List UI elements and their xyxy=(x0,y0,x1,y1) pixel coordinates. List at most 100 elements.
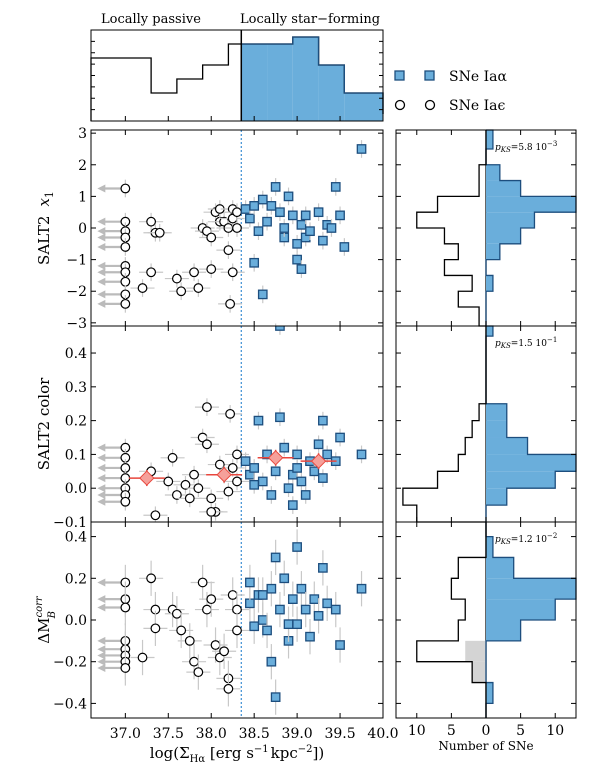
ylabel-x1: SALT2 x1 xyxy=(35,191,56,265)
y-tick-label: −0.1 xyxy=(53,515,87,531)
x-tick-label: 37.0 xyxy=(110,726,141,742)
hist-shaded-bar xyxy=(472,661,486,683)
alpha-point xyxy=(257,289,268,300)
upper-limit-arrow-head xyxy=(97,227,106,236)
alpha-point xyxy=(296,476,307,487)
ylabel-dmb-sup: corr xyxy=(34,595,45,617)
upper-limit-arrow-head xyxy=(97,453,106,462)
alpha-point xyxy=(292,619,302,630)
y-tick-label: 1 xyxy=(78,189,87,205)
epsilon-point xyxy=(206,232,217,243)
alpha-point xyxy=(287,500,298,510)
epsilon-point xyxy=(120,496,131,507)
epsilon-point xyxy=(227,590,238,600)
epsilon-point xyxy=(202,604,212,615)
y-tick-label: −0.2 xyxy=(53,655,87,671)
alpha-point xyxy=(245,213,255,224)
upper-limit-arrow-head xyxy=(97,268,106,277)
epsilon-point xyxy=(197,577,208,588)
alpha-point xyxy=(318,473,328,483)
epsilon-point xyxy=(120,663,131,673)
alpha-point xyxy=(305,631,315,642)
alpha-point xyxy=(292,254,302,265)
pks-dmb-val: =1.2 10 xyxy=(511,535,547,545)
alpha-point xyxy=(240,204,251,214)
ylabel-x1-text: SALT2 xyxy=(35,216,53,265)
panel-points xyxy=(97,529,367,715)
pks-x1-exp: −3 xyxy=(547,140,557,148)
upper-limit-arrow-head xyxy=(97,657,106,666)
alpha-point xyxy=(283,619,294,630)
hist-alpha-bar xyxy=(486,212,535,228)
legend-epsilon-label: SNe Iaϵ xyxy=(449,98,505,114)
y-tick-label: 0.0 xyxy=(65,613,87,629)
alpha-point xyxy=(270,466,281,477)
hist-alpha-bar xyxy=(486,536,493,558)
upper-limit-arrow-head xyxy=(97,651,106,660)
epsilon-point xyxy=(171,273,182,284)
scatter-panel-x1 xyxy=(97,140,367,326)
alpha-point xyxy=(300,210,311,221)
legend-epsilon-marker-2 xyxy=(424,99,436,111)
epsilon-point xyxy=(206,493,217,504)
alpha-point xyxy=(270,552,281,563)
upper-limit-arrow-head xyxy=(97,497,106,506)
hist-alpha-bar xyxy=(486,420,507,438)
panel-points xyxy=(97,326,367,522)
hist-alpha-bar xyxy=(486,578,576,600)
hist-epsilon-outline xyxy=(402,326,487,523)
alpha-point xyxy=(356,583,367,594)
hist-x-tick-label: 0 xyxy=(482,723,491,739)
scatter-panels: −3 −2 −1 0 1 2 3 −0.1 0.0 0.1 0.2 0.3 0.4 −0.4 −0.2 0.0… xyxy=(53,116,399,742)
alpha-point xyxy=(245,577,255,588)
alpha-point xyxy=(266,490,277,500)
epsilon-point xyxy=(171,490,182,500)
alpha-point xyxy=(287,594,298,604)
y-tick-label: 0.1 xyxy=(65,447,87,463)
top-hist-filled-outline xyxy=(240,36,384,121)
hist-alpha-bar xyxy=(486,620,521,641)
legend-alpha-marker-2 xyxy=(424,70,435,81)
mean-diamond xyxy=(267,450,284,466)
epsilon-point xyxy=(137,652,148,663)
xlabel-kpc: kpc xyxy=(271,744,298,762)
xlabel-unit: [erg s xyxy=(205,744,254,762)
x-tick-label: 40.0 xyxy=(367,726,398,742)
upper-limit-arrow-head xyxy=(97,242,106,251)
alpha-point xyxy=(296,219,307,230)
epsilon-point xyxy=(180,479,191,490)
ylabel-x1-sub: 1 xyxy=(43,191,56,198)
epsilon-point xyxy=(120,298,131,309)
alpha-point xyxy=(335,432,345,443)
alpha-point xyxy=(249,621,260,632)
alpha-point xyxy=(266,201,277,211)
epsilon-point xyxy=(202,439,212,450)
side-ticks: 10 5 0 5 10 xyxy=(396,130,576,739)
epsilon-point xyxy=(227,267,238,278)
epsilon-point xyxy=(120,602,131,613)
alpha-point xyxy=(249,479,260,490)
scatter-content xyxy=(97,130,367,718)
alpha-point xyxy=(330,182,341,192)
epsilon-point xyxy=(171,608,182,619)
alpha-point xyxy=(300,490,311,500)
alpha-point xyxy=(262,625,272,636)
xlabel-exp2: −2 xyxy=(298,744,313,755)
upper-limit-arrow-head xyxy=(97,603,106,612)
y-tick-label: 0.0 xyxy=(65,481,87,497)
mean-diamond xyxy=(216,466,232,483)
alpha-point xyxy=(326,223,337,233)
epsilon-point xyxy=(120,242,131,252)
epsilon-point xyxy=(163,476,174,487)
epsilon-point xyxy=(193,283,204,293)
top-histogram-ticks xyxy=(91,40,383,111)
alpha-point xyxy=(279,442,290,453)
alpha-point xyxy=(309,466,320,477)
alpha-point xyxy=(292,463,302,473)
upper-limit-arrow-head xyxy=(97,484,106,493)
alpha-point xyxy=(279,223,290,233)
ylabel-dmb: ΔMcorr B xyxy=(34,595,58,644)
hist-alpha-bar xyxy=(486,228,521,244)
alpha-point xyxy=(356,144,367,154)
alpha-point xyxy=(313,610,324,621)
